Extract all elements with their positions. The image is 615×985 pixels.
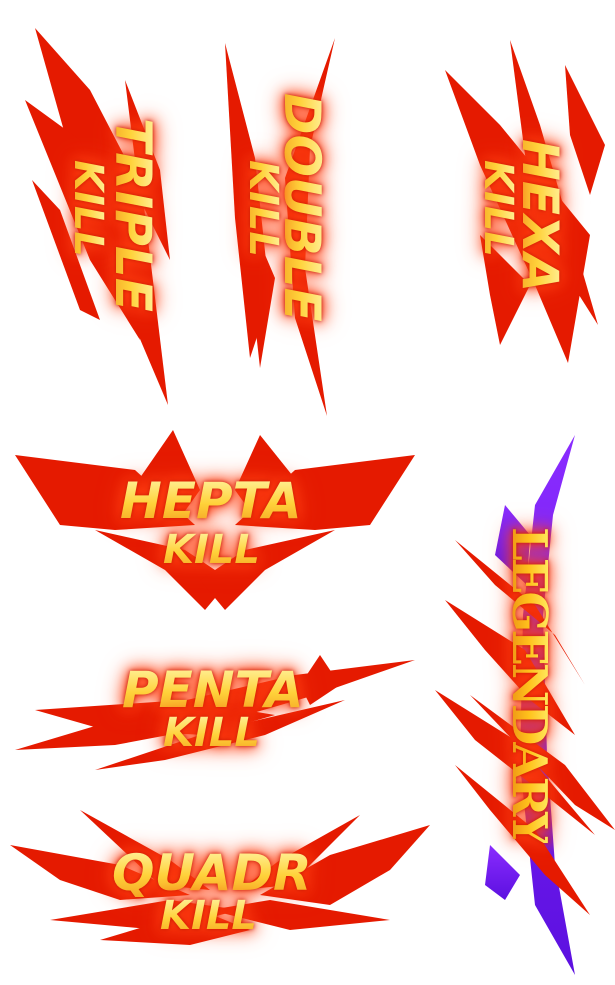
badge-title: PENTA (122, 661, 304, 719)
legendary-badge: LEGENDARY (435, 435, 615, 980)
quadr-kill-badge: QUADR KILL (10, 810, 430, 950)
badge-subtitle: KILL (160, 893, 257, 939)
wing-spikes-icon (15, 430, 415, 610)
badge-title: TRIPLE (104, 118, 162, 312)
badge-title: HEXA (511, 139, 569, 293)
badge-subtitle: KILL (475, 160, 521, 257)
slash-spikes-icon (10, 810, 430, 945)
badge-subtitle: KILL (163, 527, 260, 573)
badge-title: QUADR (112, 844, 312, 902)
badge-title: LEGENDARY (501, 527, 557, 844)
slash-spikes-icon (15, 655, 415, 770)
penta-kill-badge: PENTA KILL (15, 645, 415, 770)
hexa-kill-badge: HEXA KILL (440, 35, 610, 365)
hepta-kill-badge: HEPTA KILL (15, 430, 415, 610)
double-kill-badge: DOUBLE KILL (215, 38, 355, 418)
slash-spikes-icon (225, 38, 335, 416)
legendary-wings-icon (435, 435, 615, 975)
slash-spikes-icon (445, 40, 605, 363)
badge-title: HEPTA (120, 472, 302, 530)
badge-subtitle: KILL (65, 160, 111, 257)
triple-kill-badge: TRIPLE KILL (20, 20, 190, 410)
slash-spikes-icon (25, 28, 170, 405)
badge-subtitle: KILL (240, 160, 286, 257)
badge-subtitle: KILL (163, 710, 260, 756)
